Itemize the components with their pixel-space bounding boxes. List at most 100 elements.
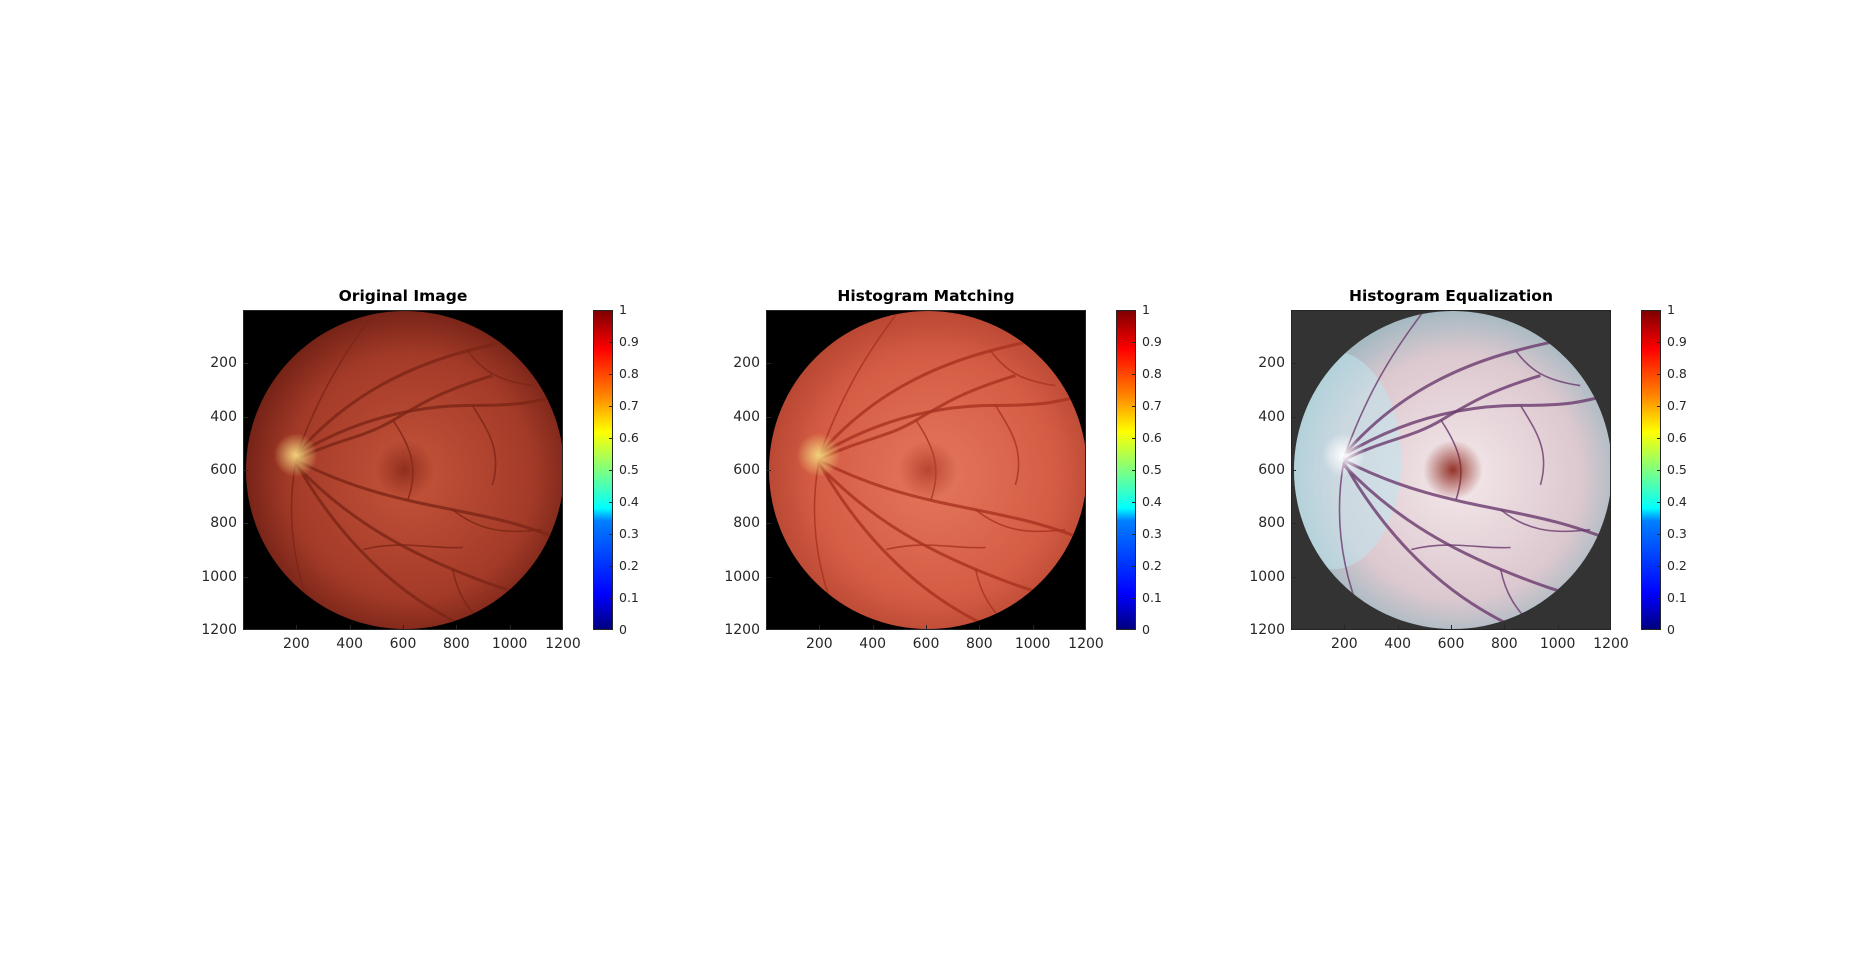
x-tick-label: 800 bbox=[965, 636, 993, 652]
y-tick-label: 1000 bbox=[724, 568, 760, 585]
colorbar-tick-mark bbox=[1657, 310, 1661, 311]
colorbar-tick-mark bbox=[1657, 629, 1661, 630]
image-axes bbox=[766, 310, 1086, 630]
colorbar-tick-label: 0.6 bbox=[1667, 430, 1687, 445]
y-tick-label: 1200 bbox=[1249, 622, 1285, 638]
colorbar-tick-label: 0.7 bbox=[1667, 398, 1687, 413]
blood-vessel bbox=[975, 509, 1066, 533]
colorbar-tick-mark bbox=[609, 438, 613, 439]
x-tick-label: 400 bbox=[1384, 636, 1412, 652]
colorbar-tick-label: 0.8 bbox=[619, 366, 639, 381]
optic-disc bbox=[1321, 433, 1366, 477]
y-tick-label: 200 bbox=[1258, 355, 1285, 372]
colorbar-tick-mark bbox=[1132, 534, 1136, 535]
blood-vessel bbox=[1342, 461, 1552, 629]
colorbar-tick-mark bbox=[1132, 566, 1136, 567]
optic-disc bbox=[273, 433, 318, 477]
x-tick-label: 600 bbox=[389, 636, 417, 652]
colorbar-tick-mark bbox=[609, 406, 613, 407]
fundus-image bbox=[1293, 311, 1610, 629]
colorbar-tick-mark bbox=[1132, 598, 1136, 599]
colorbar-tick-mark bbox=[1132, 629, 1136, 630]
x-tick-label: 1200 bbox=[545, 636, 581, 652]
colorbar-tick-label: 0.3 bbox=[619, 526, 639, 541]
y-tick-label: 800 bbox=[733, 515, 760, 532]
y-tick-label: 1000 bbox=[1249, 568, 1285, 585]
colorbar-tick-label: 0.4 bbox=[1142, 494, 1162, 509]
colorbar-tick-mark bbox=[1657, 534, 1661, 535]
x-tick-mark bbox=[926, 625, 927, 630]
y-tick-mark bbox=[243, 416, 248, 418]
colorbar-tick-label: 0.4 bbox=[619, 494, 639, 509]
blood-vessel bbox=[294, 461, 504, 629]
blood-vessel bbox=[294, 393, 562, 457]
colorbar-tick-mark bbox=[609, 310, 613, 311]
colorbar-tick-label: 0.8 bbox=[1142, 366, 1162, 381]
x-tick-mark bbox=[872, 625, 874, 630]
macula bbox=[375, 440, 435, 500]
y-tick-label: 1200 bbox=[201, 622, 237, 638]
y-tick-mark bbox=[766, 523, 771, 525]
x-tick-label: 1000 bbox=[1014, 636, 1051, 652]
y-tick-label: 600 bbox=[210, 462, 237, 478]
x-tick-mark bbox=[562, 625, 563, 630]
y-tick-mark bbox=[766, 363, 771, 365]
colorbar-tick-label: 0.3 bbox=[1142, 526, 1162, 541]
colorbar-tick-mark bbox=[609, 629, 613, 630]
y-tick-mark bbox=[1291, 470, 1296, 471]
y-tick-label: 200 bbox=[210, 355, 237, 372]
blood-vessel bbox=[294, 311, 384, 459]
x-tick-label: 800 bbox=[1490, 636, 1518, 652]
x-tick-mark bbox=[403, 625, 404, 630]
panel-title: Histogram Matching bbox=[837, 287, 1015, 305]
y-tick-mark bbox=[766, 416, 771, 418]
colorbar-tick-mark bbox=[609, 502, 613, 503]
colorbar-tick-mark bbox=[1132, 502, 1136, 503]
x-tick-label: 1200 bbox=[1593, 636, 1629, 652]
colorbar-tick-label: 0.9 bbox=[619, 334, 639, 349]
y-tick-label: 800 bbox=[1258, 515, 1285, 532]
x-tick-label: 400 bbox=[859, 636, 887, 652]
colorbar-tick-mark bbox=[1657, 566, 1661, 567]
colorbar-tick-mark bbox=[609, 470, 613, 471]
colorbar-tick-label: 0.7 bbox=[1142, 398, 1162, 413]
colorbar-tick-mark bbox=[1657, 502, 1661, 503]
optic-disc bbox=[796, 433, 841, 477]
fundus-image bbox=[769, 311, 1085, 629]
colorbar-tick-label: 1 bbox=[1667, 302, 1675, 317]
x-tick-mark bbox=[979, 625, 981, 630]
x-tick-mark bbox=[456, 625, 458, 630]
colorbar-tick-label: 0.9 bbox=[1667, 334, 1687, 349]
y-tick-mark bbox=[243, 629, 248, 630]
y-tick-mark bbox=[1291, 629, 1296, 630]
blood-vessel bbox=[886, 544, 986, 551]
x-tick-label: 800 bbox=[442, 636, 470, 652]
y-tick-label: 1000 bbox=[201, 568, 237, 585]
colorbar-tick-label: 0.6 bbox=[619, 430, 639, 445]
blood-vessel bbox=[363, 544, 463, 551]
x-tick-mark bbox=[1504, 625, 1506, 630]
colorbar-tick-label: 0.1 bbox=[1667, 590, 1687, 605]
x-tick-label: 200 bbox=[282, 636, 310, 652]
x-tick-mark bbox=[296, 625, 298, 630]
colorbar-tick-label: 1 bbox=[619, 302, 627, 317]
blood-vessel bbox=[994, 404, 1020, 486]
x-tick-mark bbox=[819, 625, 821, 630]
x-tick-mark bbox=[1397, 625, 1399, 630]
macula bbox=[1423, 440, 1483, 500]
blood-vessel bbox=[1342, 311, 1432, 459]
colorbar-tick-label: 0 bbox=[619, 622, 627, 637]
colorbar-tick-label: 0.5 bbox=[1142, 462, 1162, 477]
image-axes bbox=[243, 310, 563, 630]
y-tick-label: 400 bbox=[1258, 408, 1285, 425]
x-tick-label: 600 bbox=[912, 636, 940, 652]
colorbar-tick-label: 0.2 bbox=[1142, 558, 1162, 573]
x-tick-label: 1200 bbox=[1068, 636, 1104, 652]
x-tick-label: 400 bbox=[336, 636, 364, 652]
colorbar-tick-mark bbox=[609, 342, 613, 343]
blood-vessel bbox=[1514, 350, 1581, 387]
x-tick-mark bbox=[349, 625, 351, 630]
x-tick-mark bbox=[1610, 625, 1611, 630]
colorbar-tick-label: 0.4 bbox=[1667, 494, 1687, 509]
y-tick-mark bbox=[243, 576, 248, 578]
